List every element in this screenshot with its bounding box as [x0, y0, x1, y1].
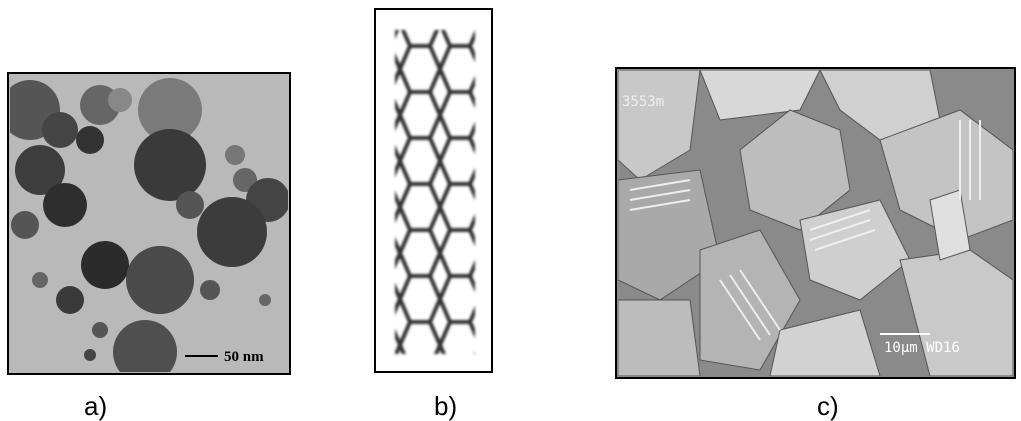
nanotube-lattice — [395, 30, 475, 354]
image-annotation: 3553m — [622, 94, 664, 110]
panel-label: a) — [84, 391, 107, 421]
panel-b — [375, 9, 492, 372]
figure: 50 nm 3553m 10µm WD16 a) b) c) — [0, 0, 1021, 421]
panel-label: b) — [434, 391, 457, 421]
panel-a: 50 nm — [0, 73, 290, 384]
scale-bar-label: 10µm WD16 — [884, 340, 960, 356]
scale-bar-label: 50 nm — [224, 349, 264, 365]
panel-c: 3553m 10µm WD16 — [616, 68, 1015, 378]
panel-label: c) — [817, 391, 839, 421]
